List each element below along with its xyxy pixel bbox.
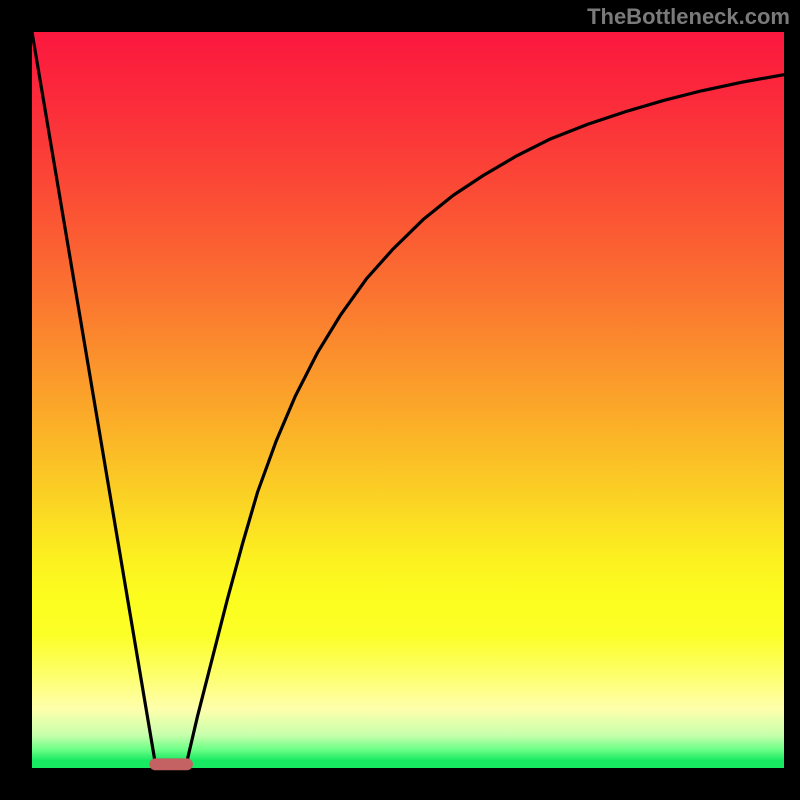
- plot-background: [32, 32, 784, 768]
- chart-container: TheBottleneck.com: [0, 0, 800, 800]
- minimum-marker: [149, 758, 193, 770]
- chart-svg: [0, 0, 800, 800]
